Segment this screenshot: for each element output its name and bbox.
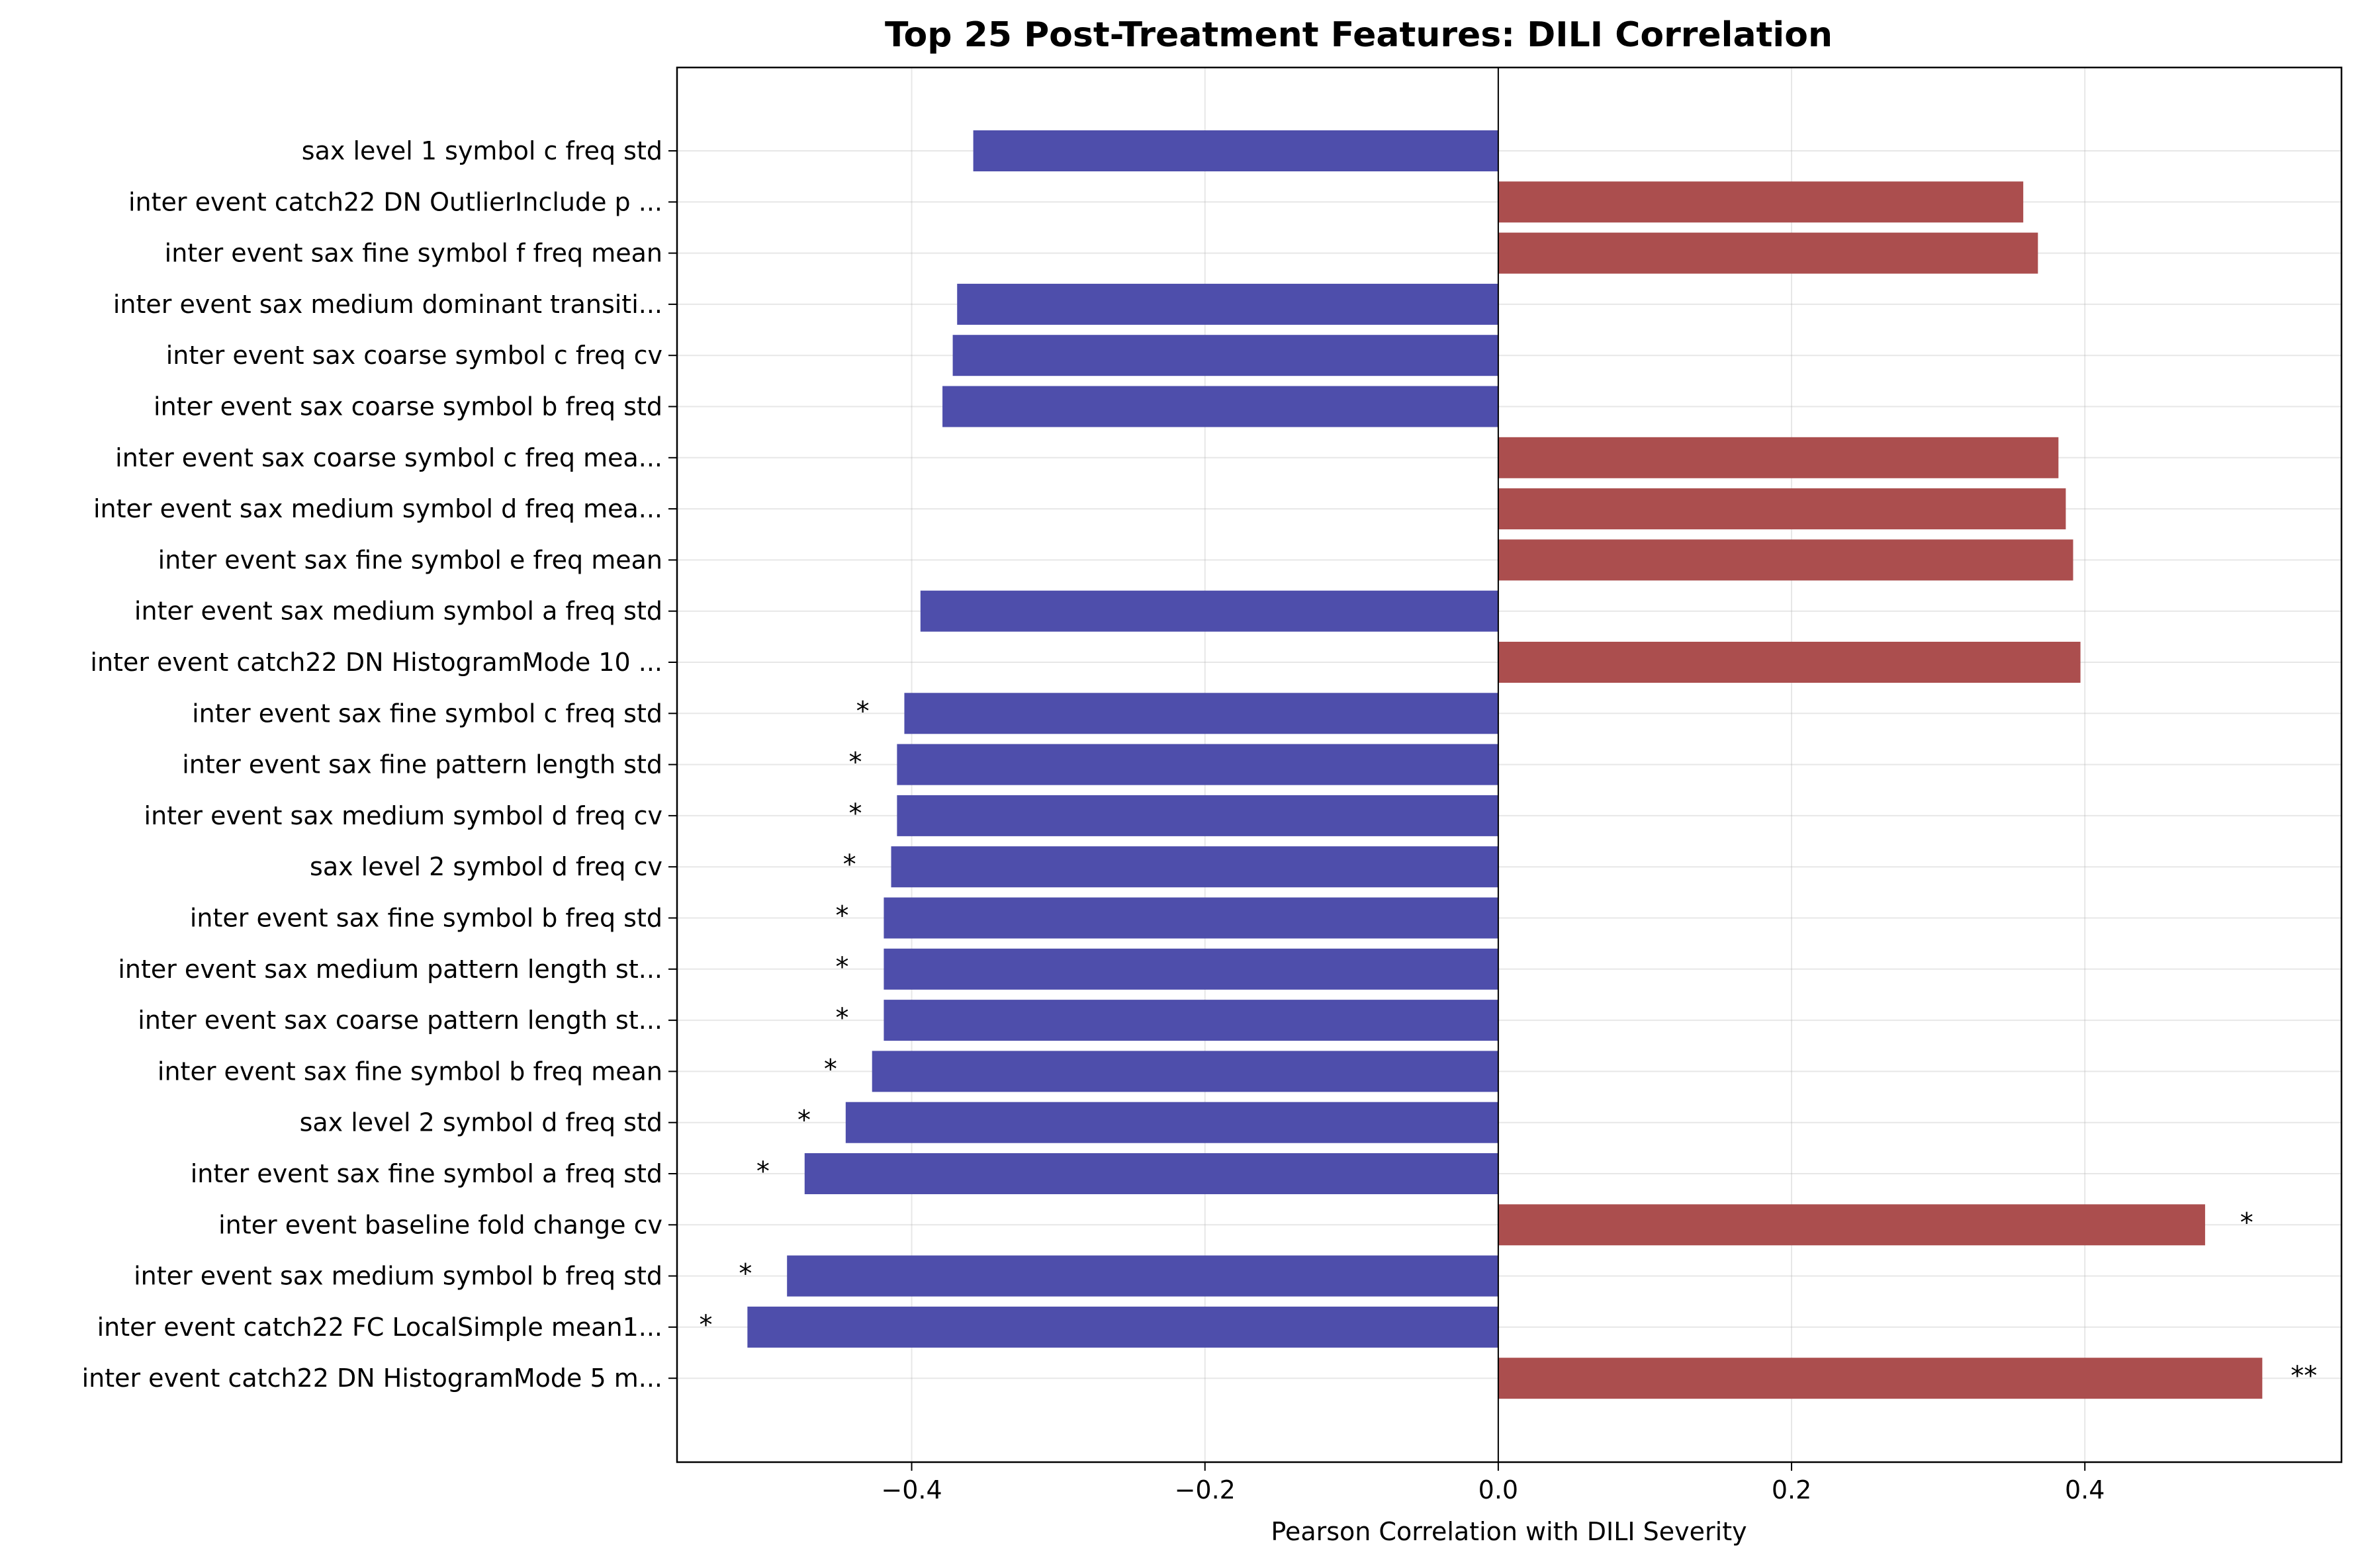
x-tick-label: 0.0 [1478,1475,1518,1504]
bar [884,948,1498,990]
y-tick-label: inter event sax fine symbol f freq mean [165,239,662,268]
x-axis-label: Pearson Correlation with DILI Severity [1271,1517,1747,1546]
bar [904,693,1498,734]
significance-marker: * [836,1003,849,1033]
significance-marker: * [2240,1207,2253,1238]
significance-marker: * [849,748,862,778]
y-tick-label: inter event sax fine pattern length std [182,750,662,779]
bar [1498,437,2059,478]
y-tick-label: inter event sax coarse symbol c freq cv [166,341,662,370]
bar [1498,181,2024,223]
bar [897,795,1498,836]
bar [804,1153,1498,1194]
bar [845,1102,1498,1143]
bar [920,590,1498,632]
bar [884,897,1498,939]
significance-markers: *************** [699,696,2317,1391]
bar [787,1255,1498,1297]
chart-title: Top 25 Post-Treatment Features: DILI Cor… [885,15,1833,55]
bar [1498,642,2081,683]
significance-marker: * [824,1054,837,1084]
bar [1498,1358,2263,1399]
y-tick-label: inter event sax medium symbol d freq mea… [93,494,662,523]
y-tick-label: inter event catch22 DN HistogramMode 10 … [90,648,662,677]
y-tick-label: inter event sax coarse symbol c freq mea… [115,443,662,472]
significance-marker: * [836,901,849,932]
y-tick-label: inter event sax fine symbol e freq mean [158,545,662,574]
y-tick-label: sax level 2 symbol d freq cv [310,852,662,881]
y-tick-label: inter event baseline fold change cv [218,1210,662,1239]
significance-marker: * [843,849,856,880]
y-tick-label: inter event sax fine symbol b freq mean [158,1057,662,1086]
x-tick-label: −0.4 [881,1475,942,1504]
bar [891,846,1498,888]
y-tick-label: inter event sax fine symbol c freq std [192,699,662,728]
y-tick-label: inter event catch22 DN HistogramMode 5 m… [82,1364,662,1393]
y-tick-label: inter event sax fine symbol b freq std [190,904,662,933]
x-tick-label: 0.2 [1772,1475,1811,1504]
bar [942,386,1498,427]
bar [747,1306,1498,1348]
y-tick-labels: sax level 1 symbol c freq std inter event… [82,136,677,1393]
y-tick-label: inter event sax medium pattern length st… [118,955,662,984]
y-tick-label: inter event sax medium symbol d freq cv [144,801,662,830]
significance-marker: * [699,1310,712,1340]
bar [884,1000,1498,1041]
significance-marker: * [756,1156,770,1187]
significance-marker: * [739,1259,752,1289]
y-tick-label: inter event sax coarse pattern length st… [138,1006,662,1035]
y-tick-label: sax level 2 symbol d freq std [300,1108,662,1137]
y-tick-label: inter event catch22 DN OutlierInclude p … [128,187,662,216]
y-tick-label: inter event catch22 FC LocalSimple mean1… [97,1313,662,1342]
bar [973,130,1498,171]
bars [747,130,2263,1399]
y-tick-label: inter event sax medium symbol a freq std [134,597,662,626]
significance-marker: ** [2291,1361,2317,1391]
y-tick-label: inter event sax medium symbol b freq std [134,1262,662,1291]
significance-marker: * [856,696,870,726]
bar [1498,232,2038,274]
y-tick-label: inter event sax fine symbol a freq std [191,1159,662,1188]
bar [952,335,1498,376]
x-tick-label: 0.4 [2065,1475,2105,1504]
bar [1498,1204,2205,1246]
y-tick-label: inter event sax medium dominant transiti… [113,290,662,319]
bar [897,744,1498,785]
x-tick-label: −0.2 [1175,1475,1236,1504]
significance-marker: * [836,952,849,982]
significance-marker: * [849,799,862,829]
bar [957,283,1498,325]
y-tick-label: sax level 1 symbol c freq std [302,136,662,165]
y-tick-label: inter event sax coarse symbol b freq std [154,392,662,421]
bar [1498,488,2066,530]
x-ticks: −0.4 −0.2 0.0 0.2 0.4 [881,1462,2105,1504]
significance-marker: * [797,1106,811,1136]
bar [1498,539,2073,581]
bar [872,1051,1498,1092]
